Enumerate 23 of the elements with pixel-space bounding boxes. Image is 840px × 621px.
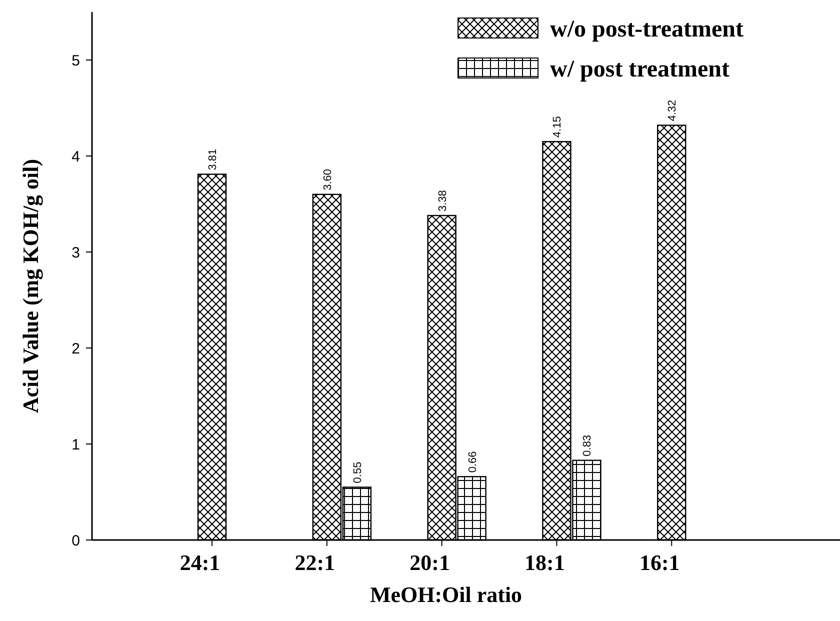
x-tick-label: 24:1 (180, 550, 220, 575)
y-tick-label: 0 (72, 532, 80, 550)
x-tick-label: 22:1 (294, 550, 336, 575)
y-tick-label: 5 (72, 52, 80, 70)
x-axis-title: MeOH:Oil ratio (370, 582, 522, 607)
y-tick-label: 4 (72, 148, 80, 166)
data-label: 3.38 (436, 190, 449, 212)
data-label: 0.55 (352, 462, 364, 484)
data-label: 4.15 (552, 116, 564, 138)
x-tick-label: 16:1 (639, 550, 680, 575)
y-tick-label: 2 (72, 340, 80, 358)
data-label: 0.66 (466, 451, 479, 473)
y-tick-label: 1 (72, 436, 80, 454)
data-label: 3.81 (207, 148, 220, 170)
legend-label: w/o post-treatment (550, 16, 744, 42)
y-axis-title: Acid Value (mg KOH/g oil) (18, 158, 43, 414)
data-label: 3.60 (322, 168, 334, 190)
legend-label: w/ post treatment (550, 56, 730, 82)
data-label: 4.32 (666, 100, 679, 122)
y-tick-label: 3 (72, 244, 80, 262)
x-tick-label: 20:1 (410, 550, 450, 575)
data-label: 0.83 (582, 434, 594, 456)
x-tick-label: 18:1 (524, 550, 565, 575)
